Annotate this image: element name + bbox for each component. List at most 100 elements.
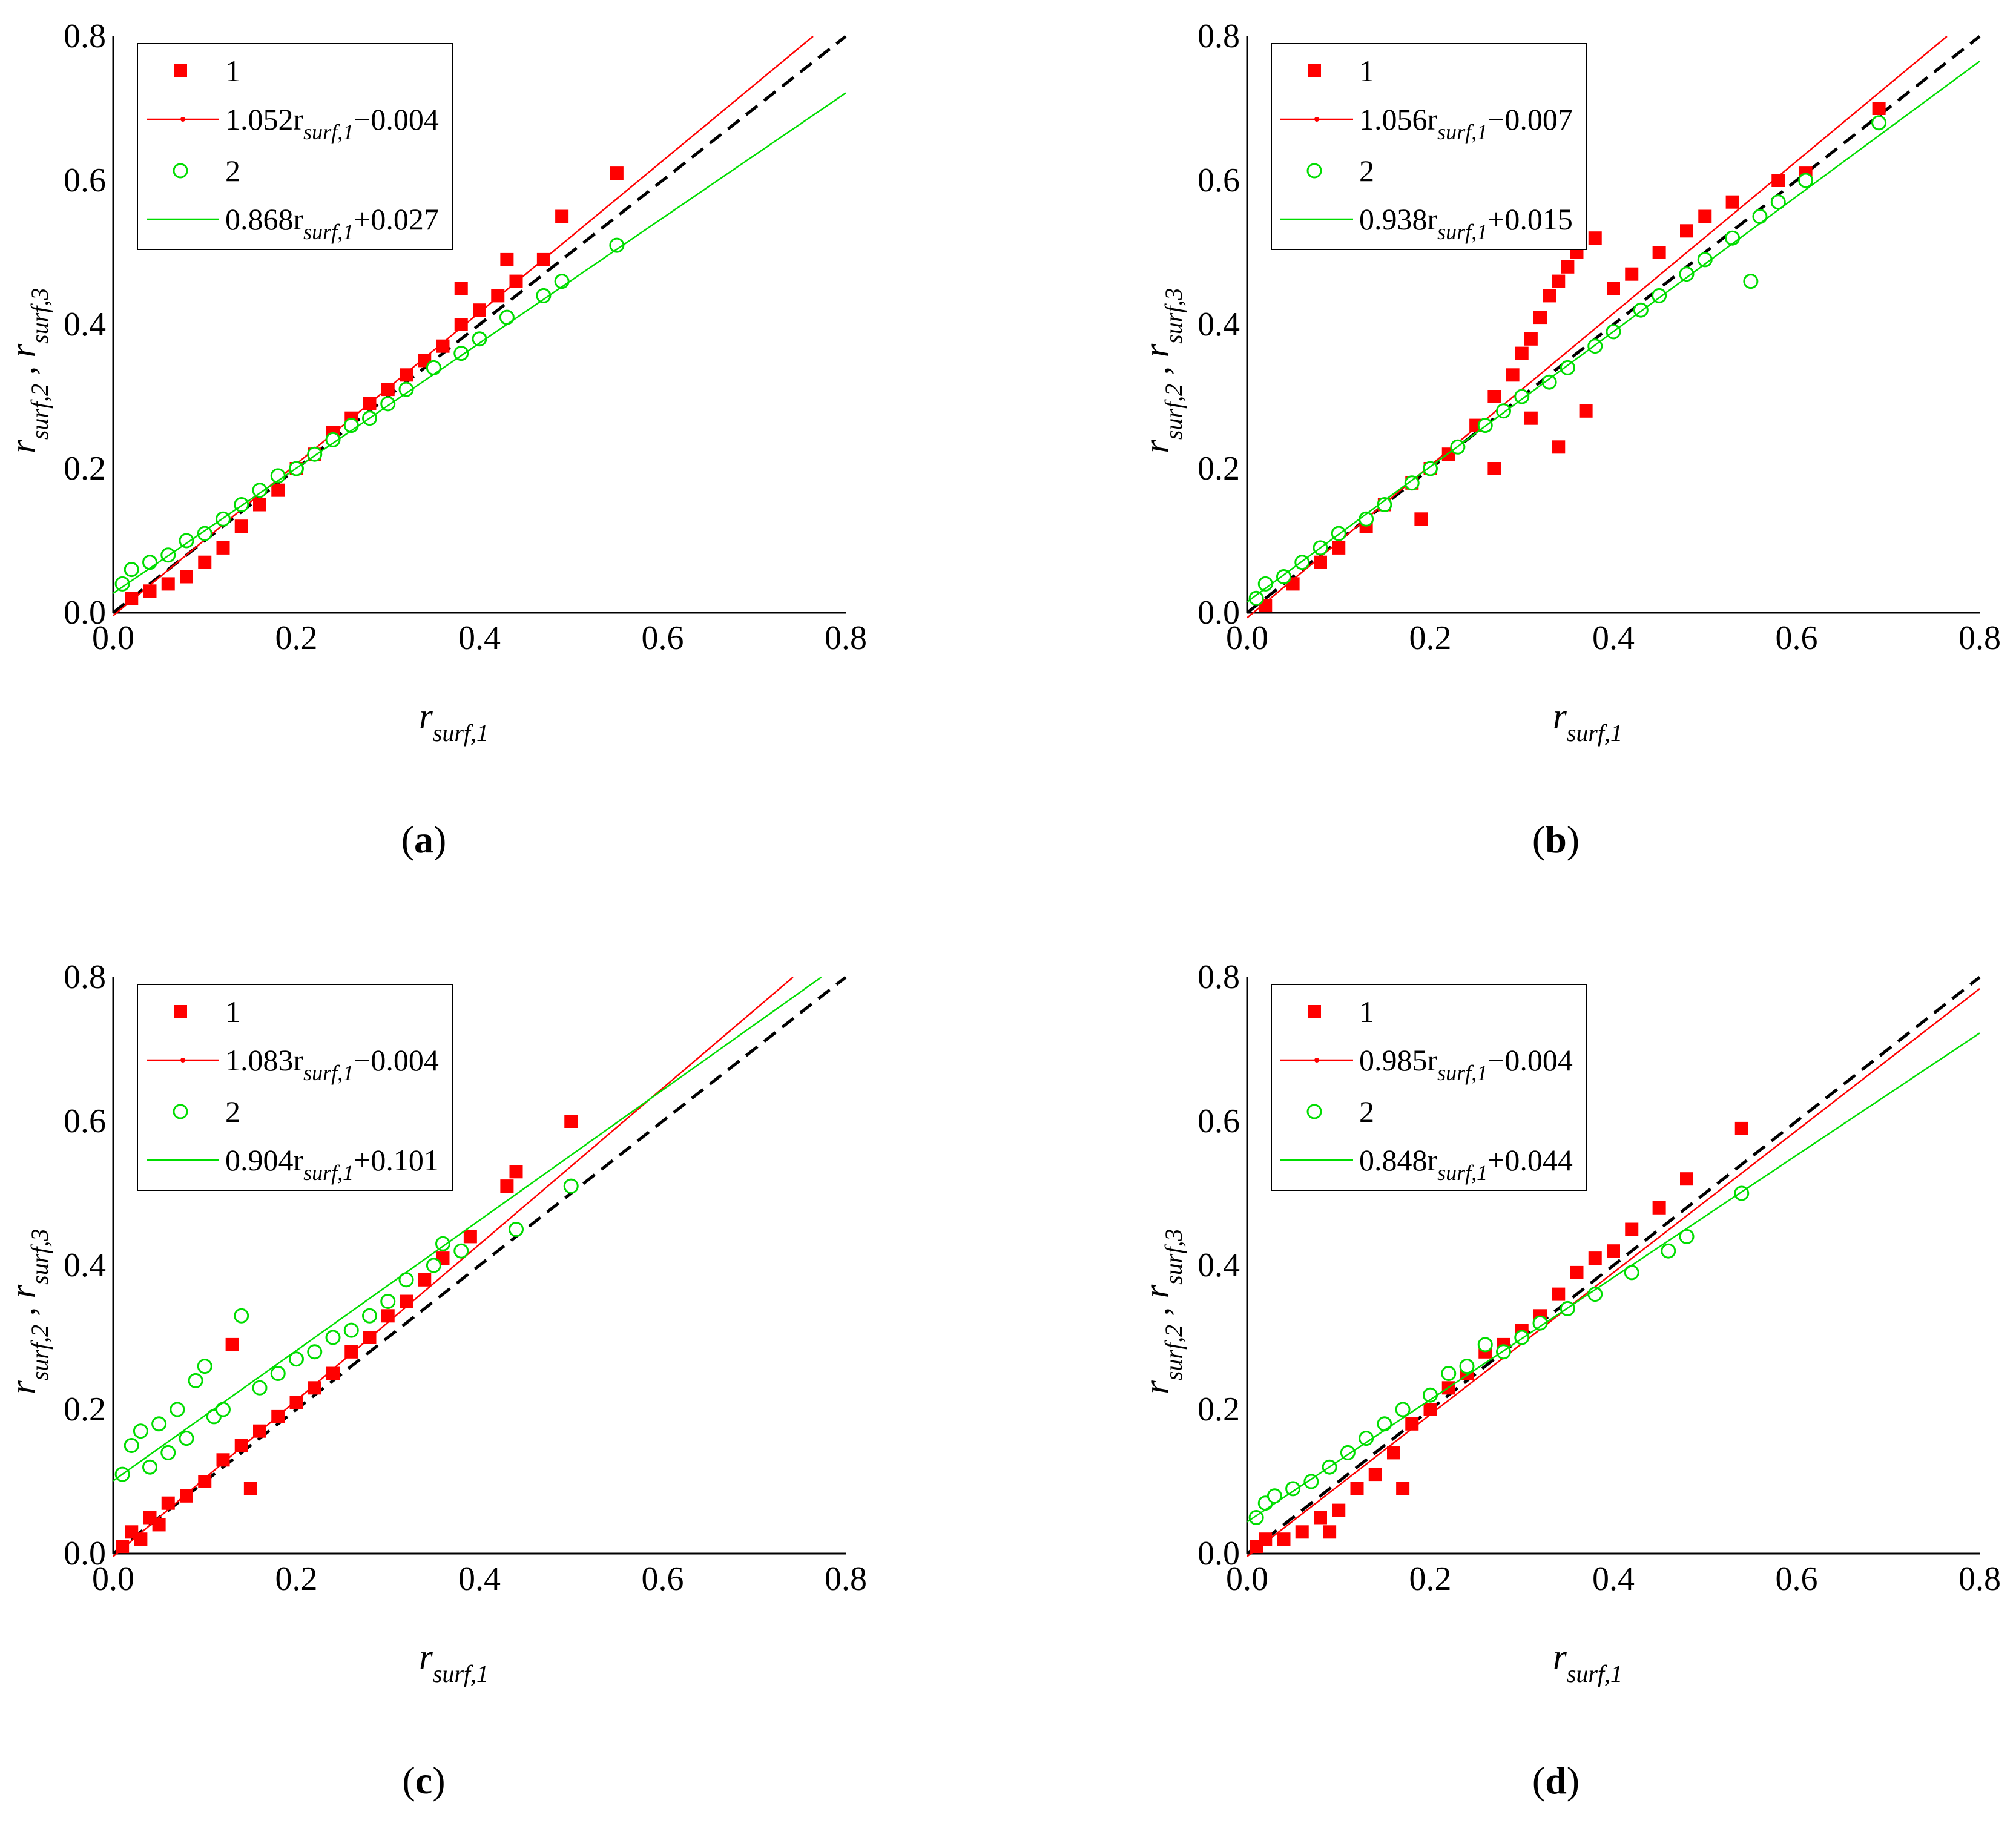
x-axis-label: rsurf,1: [419, 1637, 489, 1687]
data-point-square: [418, 1273, 432, 1287]
panel-b: 0.0 0.2 0.4 0.6 0.80.00.20.40.60.8rsurf,1rsu…: [1137, 18, 2001, 861]
data-point-circle: [114, 576, 130, 592]
x-tick-label: 0.4: [458, 619, 501, 657]
y-axis-label-main-2: r: [3, 1284, 42, 1298]
x-tick-label: 0.8: [825, 1560, 867, 1598]
data-point-circle: [1532, 1315, 1548, 1331]
data-point-circle: [563, 1178, 579, 1194]
data-point-circle: [179, 533, 194, 549]
y-axis-label-main-1: r: [3, 1380, 42, 1394]
data-point-square: [152, 1518, 166, 1532]
data-point-square: [180, 570, 193, 584]
data-point-square: [271, 483, 285, 497]
data-point-circle: [362, 1308, 377, 1324]
data-point-square: [161, 1496, 175, 1510]
legend-series-name: 2: [1359, 154, 1374, 188]
legend-fit-equation: 1.083rsurf,1−0.004: [225, 1043, 439, 1085]
data-point-square: [344, 1345, 358, 1359]
data-point-square: [1332, 1503, 1346, 1517]
data-point-circle: [151, 1416, 167, 1432]
legend-fit-equation: 0.868rsurf,1+0.027: [225, 202, 439, 244]
legend-fit-sub: surf,1: [1437, 120, 1487, 144]
caption-close-paren: ): [432, 1759, 445, 1802]
y-tick-label: 0.2: [1197, 450, 1240, 487]
data-point-square: [1552, 274, 1566, 288]
x-axis-label-sub: surf,1: [433, 1660, 489, 1687]
x-tick-label: 0.8: [1958, 619, 2001, 657]
y-axis-label-main-1: r: [1137, 1380, 1176, 1394]
caption-letter: c: [415, 1759, 432, 1802]
x-axis-label-sub: surf,1: [1567, 719, 1622, 747]
data-point-circle: [1798, 173, 1814, 188]
legend-fit-coef: 0.868r: [225, 202, 304, 236]
data-point-square: [1396, 1482, 1410, 1495]
data-point-circle: [453, 346, 469, 361]
data-point-square: [1570, 1265, 1584, 1279]
legend-fit-sub: surf,1: [303, 120, 354, 144]
data-point-square: [1387, 1446, 1400, 1460]
legend-marker-circle: [173, 163, 188, 179]
data-point-circle: [325, 1330, 341, 1345]
x-axis-label-sub: surf,1: [1567, 1660, 1622, 1687]
y-tick-label: 0.8: [64, 18, 106, 55]
data-point-square: [253, 498, 266, 512]
x-tick-label: 0.2: [275, 619, 318, 657]
fit-line-2: [1247, 1032, 1980, 1523]
x-tick-label: 0.6: [1776, 619, 1818, 657]
caption-letter: d: [1545, 1759, 1567, 1802]
x-axis-label: rsurf,1: [1553, 1637, 1622, 1687]
x-tick-label: 0.6: [642, 619, 684, 657]
data-point-circle: [1652, 288, 1667, 303]
series-2: [113, 976, 822, 1482]
data-point-circle: [435, 1236, 450, 1251]
y-axis-label-sub-2: surf,3: [26, 1229, 53, 1285]
legend-fit-coef: 0.904r: [225, 1143, 304, 1177]
data-point-circle: [1377, 1416, 1392, 1432]
x-tick-label: 0.2: [1409, 619, 1452, 657]
x-tick-label: 0.0: [92, 619, 134, 657]
data-point-circle: [216, 1402, 231, 1417]
data-point-circle: [252, 483, 268, 498]
data-point-square: [1734, 1121, 1748, 1135]
legend-fit-sub: surf,1: [303, 220, 354, 244]
data-point-square: [1680, 224, 1693, 238]
data-point-circle: [1459, 1359, 1475, 1374]
legend-marker-circle: [1306, 163, 1322, 179]
fit-line-2: [113, 976, 822, 1482]
data-point-square: [234, 1439, 248, 1452]
data-point-square: [134, 1532, 148, 1546]
data-point-square: [1872, 102, 1886, 115]
data-point-square: [1625, 267, 1639, 281]
x-tick-label: 0.8: [825, 619, 867, 657]
x-axis-label-main: r: [1553, 1637, 1567, 1676]
legend-fit-coef: 0.938r: [1359, 202, 1438, 236]
data-point-square: [1332, 541, 1346, 555]
data-point-square: [116, 1540, 130, 1554]
data-point-square: [1698, 209, 1712, 223]
legend-fit-const: +0.027: [354, 202, 439, 236]
data-point-square: [216, 541, 230, 555]
data-point-circle: [1752, 209, 1768, 224]
caption-close-paren: ): [1567, 1759, 1580, 1802]
data-point-square: [454, 282, 468, 295]
data-point-circle: [1267, 1488, 1282, 1504]
data-point-square: [1725, 195, 1739, 209]
data-point-square: [1487, 462, 1501, 475]
data-point-circle: [1871, 115, 1887, 131]
x-tick-label: 0.6: [642, 1560, 684, 1598]
data-point-circle: [133, 1423, 148, 1439]
data-point-circle: [1285, 1481, 1301, 1497]
data-point-square: [1524, 411, 1538, 425]
data-point-square: [1277, 1532, 1291, 1546]
legend-fit-dot: [180, 117, 185, 122]
series-1: [1247, 988, 1980, 1557]
x-axis-label: rsurf,1: [1553, 696, 1622, 747]
legend-box: [137, 984, 453, 1191]
x-tick-label: 0.0: [1226, 1560, 1268, 1598]
legend-box: [1271, 984, 1587, 1191]
legend-fit-const: +0.101: [354, 1143, 439, 1177]
legend-fit-sub: surf,1: [1437, 1061, 1487, 1085]
data-point-circle: [1679, 266, 1695, 282]
y-axis-label: rsurf,2 , rsurf,3: [3, 1229, 53, 1394]
